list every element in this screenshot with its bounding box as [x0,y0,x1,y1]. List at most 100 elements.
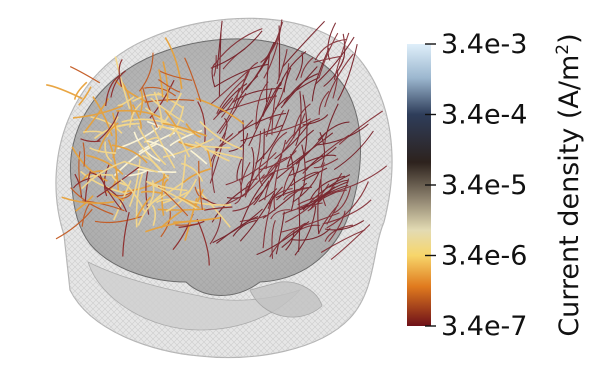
colorbar-title-main: Current density (A/m [554,55,585,337]
streamline [269,223,305,258]
streamline [214,63,269,88]
streamline [265,53,271,103]
streamline [146,181,184,207]
streamline [240,162,251,194]
streamline [297,189,347,206]
streamline [324,220,365,231]
colorbar-tick-label: 3.4e-7 [441,311,527,342]
streamline [75,195,94,212]
streamline [113,180,132,221]
streamline [158,125,186,137]
streamline [265,112,274,137]
streamline [300,57,314,78]
streamline [333,186,352,214]
streamline [98,172,122,210]
streamline [162,137,214,158]
streamline [82,142,86,167]
streamline [280,66,318,109]
streamline [157,208,206,211]
streamline [128,158,141,208]
streamline [122,174,170,193]
streamlines-high-density [46,37,245,266]
streamline [276,150,310,180]
colorbar-tick-label: 3.4e-3 [441,29,527,60]
streamline [137,193,163,226]
streamline [320,229,366,253]
streamline [223,174,265,206]
streamline [294,205,317,256]
streamline [285,230,295,251]
streamline [113,142,158,177]
streamline [158,69,164,98]
streamline [165,178,198,213]
streamline [147,181,197,210]
streamline [139,89,144,116]
colorbar: 3.4e-3 3.4e-4 3.4e-5 3.4e-6 3.4e-7 Current d… [407,29,585,342]
streamline [197,101,206,143]
streamline [138,52,154,92]
streamline [83,130,105,134]
streamline [301,184,349,209]
colorbar-tick-label: 3.4e-6 [441,241,527,272]
streamline [181,162,204,182]
streamline [305,154,337,164]
streamline [209,216,222,245]
streamline [164,37,183,90]
streamline [96,110,120,142]
streamline [179,154,187,196]
streamline [281,212,340,233]
streamline [173,125,191,158]
streamline [314,36,355,86]
streamline [86,154,124,175]
streamline [218,31,222,97]
streamline [328,210,346,243]
streamline [283,187,311,201]
streamline [338,110,383,145]
streamline [283,73,319,105]
streamline [330,224,371,261]
streamline [220,70,250,118]
streamline [324,103,339,144]
streamline [209,132,227,184]
streamline [162,122,208,137]
streamline [204,206,233,211]
streamline [258,188,278,203]
streamline [151,124,176,169]
streamline [46,84,83,100]
streamline [178,196,200,209]
streamline [322,199,372,225]
streamline [283,67,292,93]
streamline [72,177,91,189]
streamline [274,120,312,160]
streamline [104,141,113,163]
streamline [260,166,295,183]
streamline [288,146,337,177]
streamline [273,154,283,211]
streamline [264,162,280,201]
streamline [285,117,320,145]
streamline [107,139,120,191]
streamline [333,32,350,80]
streamline [142,87,158,128]
streamline [97,122,119,153]
streamline [236,157,243,181]
streamline [264,118,311,135]
streamline [118,59,123,87]
streamline [219,95,277,113]
streamline [337,43,358,101]
streamline [144,86,177,97]
streamline [212,97,234,121]
streamline [81,160,126,190]
streamline [274,109,284,130]
streamline [178,140,202,148]
streamline [313,158,339,169]
streamline [116,109,161,118]
streamline [290,171,319,187]
streamline [193,189,204,209]
streamline [90,116,123,134]
streamline [110,70,126,98]
streamline [241,61,259,94]
streamline [80,138,101,143]
streamline [263,128,265,160]
